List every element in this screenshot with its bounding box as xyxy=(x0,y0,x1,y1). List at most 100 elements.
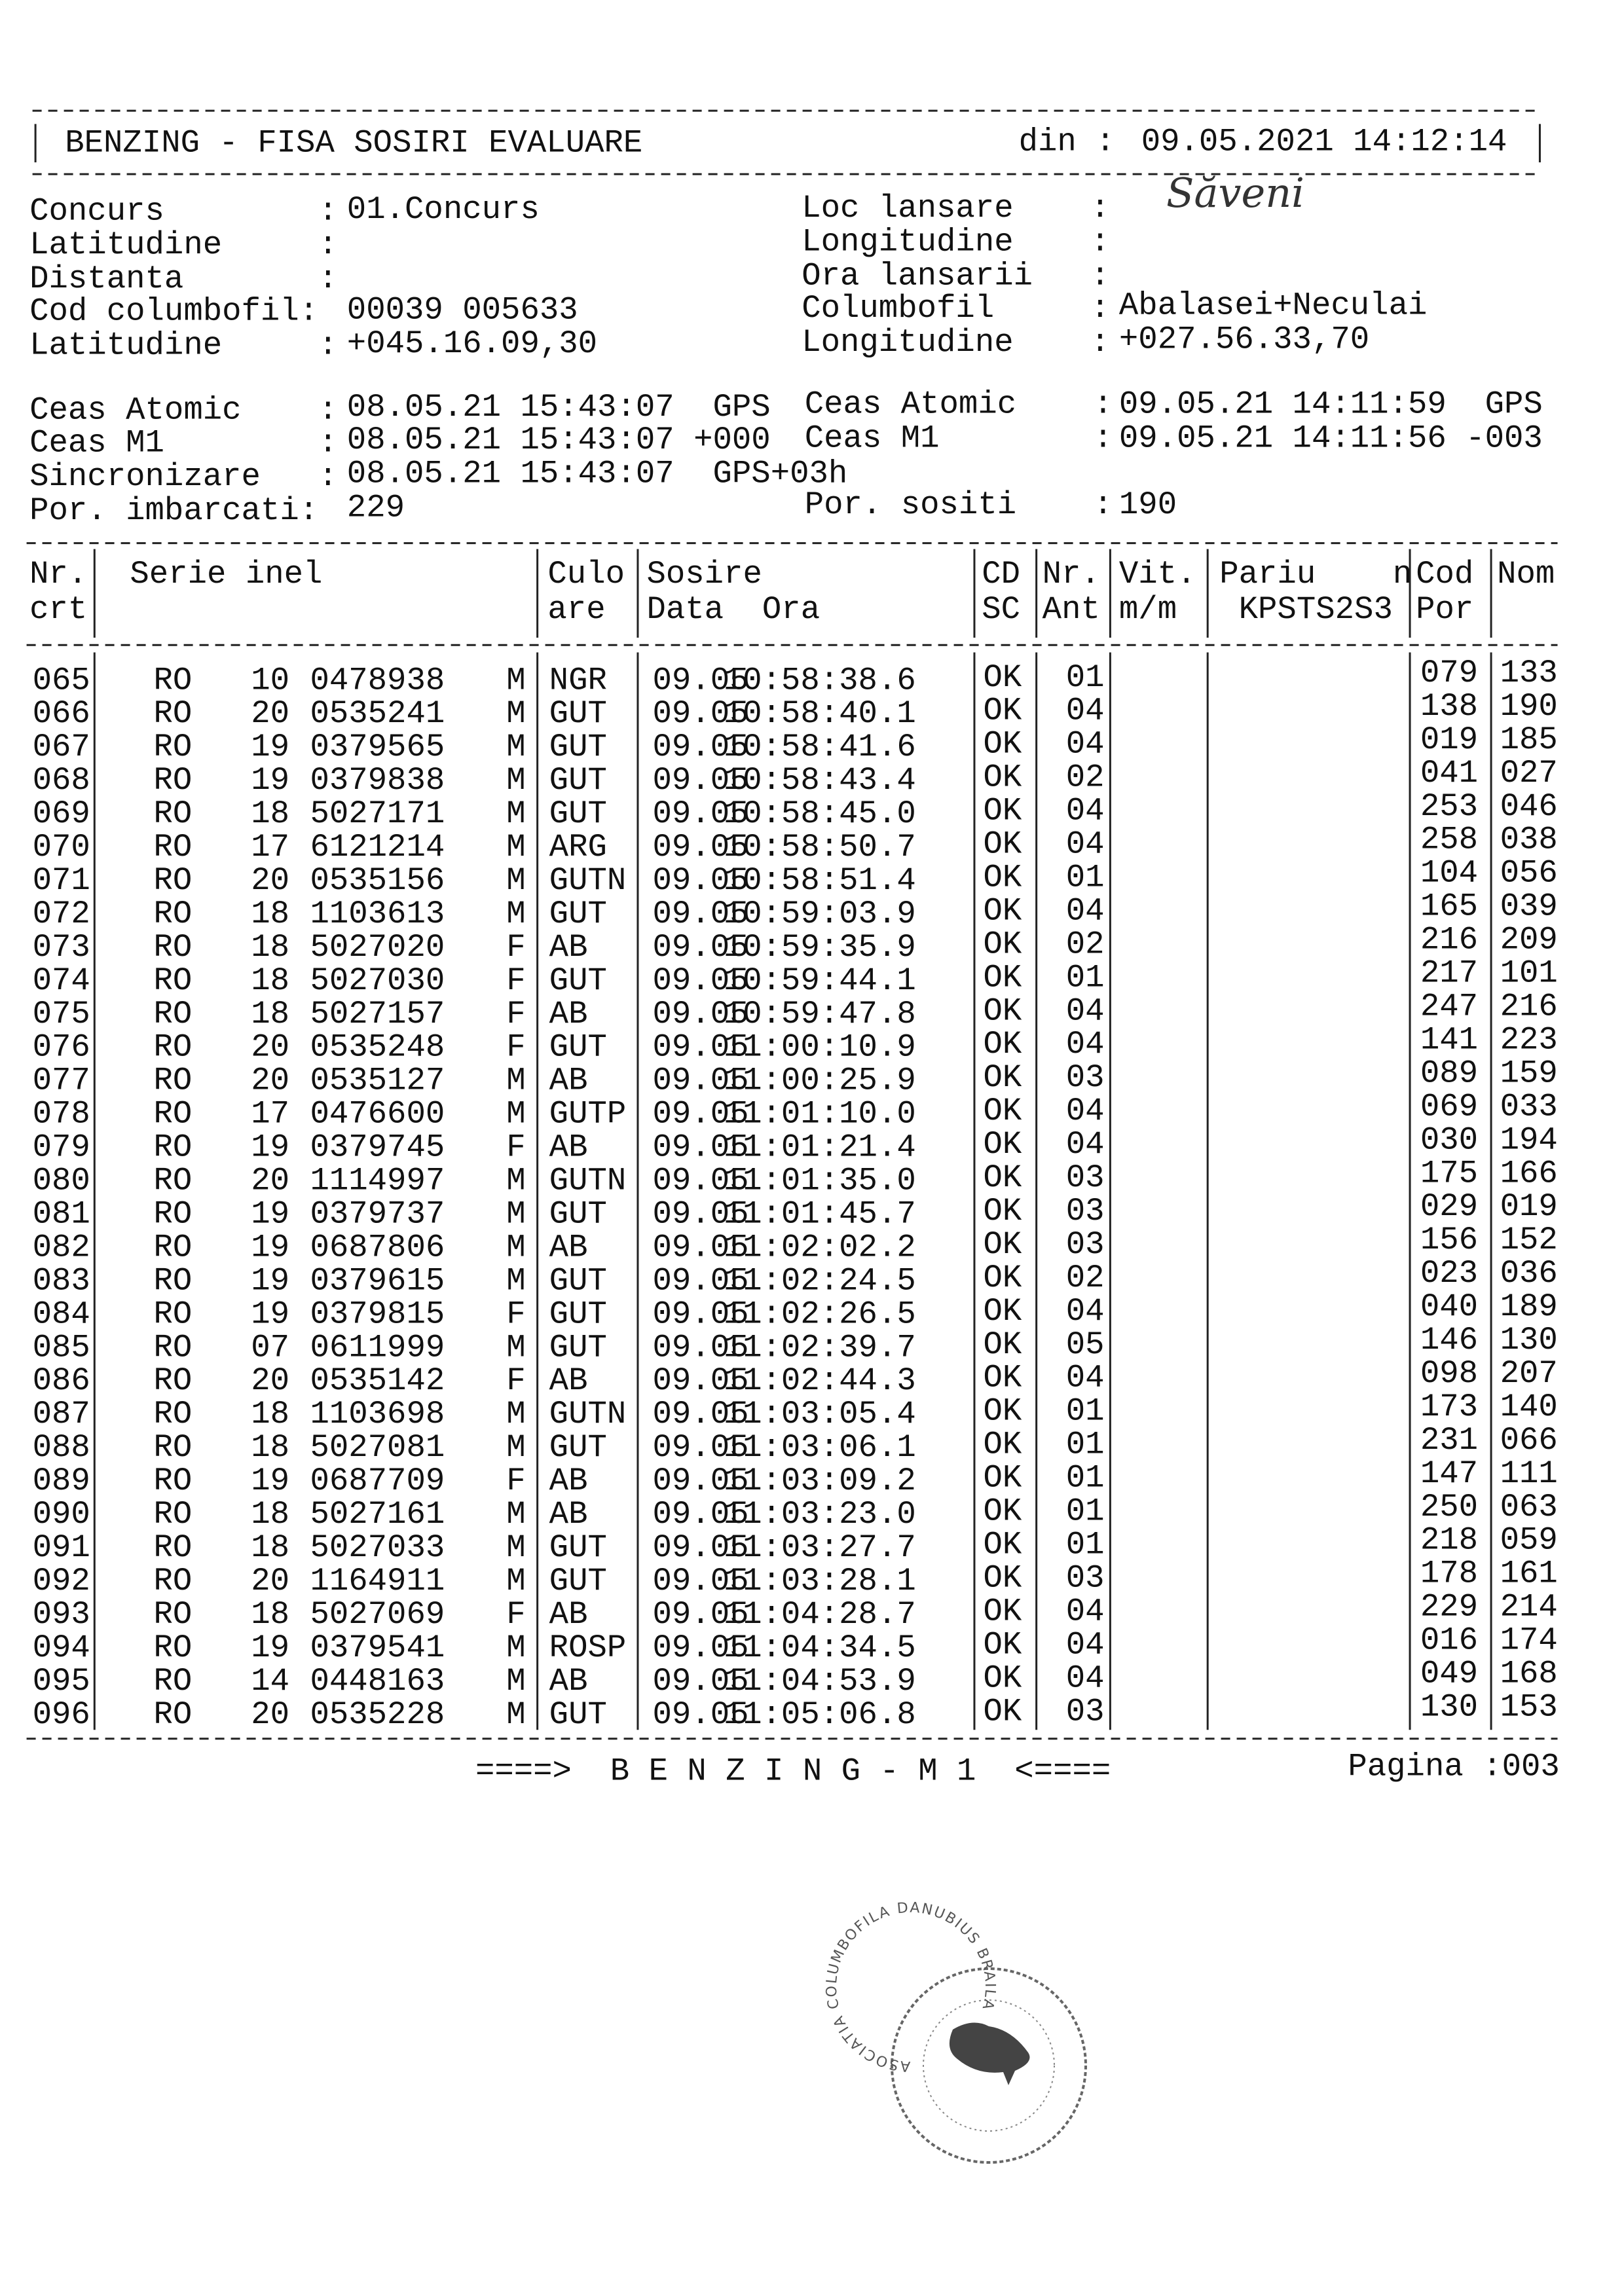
table-cell: 0535228 xyxy=(310,1696,445,1733)
table-cell: 04 xyxy=(1066,1026,1105,1063)
table-cell: 11:04:28.7 xyxy=(724,1596,916,1633)
table-cell: 147 xyxy=(1420,1455,1478,1492)
table-cell: OK xyxy=(983,1559,1022,1596)
column-header: Cod xyxy=(1416,556,1473,592)
column-header: Ant xyxy=(1043,591,1100,628)
table-cell: 029 xyxy=(1420,1188,1478,1225)
table-cell: 10:59:44.1 xyxy=(724,962,916,999)
table-cell: 19 xyxy=(251,1262,289,1299)
clock-value: 08.05.21 15:43:07 GPS xyxy=(347,389,771,426)
table-cell: RO xyxy=(153,862,192,899)
table-cell: OK xyxy=(983,1493,1022,1530)
table-cell: 11:01:35.0 xyxy=(724,1163,916,1199)
table-cell: 10:59:35.9 xyxy=(724,929,916,966)
table-cell: 09.05 xyxy=(652,962,748,999)
table-cell: F xyxy=(506,996,525,1032)
table-cell: 10:58:38.6 xyxy=(724,662,916,699)
table-cell: 152 xyxy=(1500,1222,1558,1258)
table-cell: 04 xyxy=(1066,1360,1105,1396)
column-header: SC xyxy=(982,591,1020,628)
table-cell: OK xyxy=(983,1126,1022,1163)
table-cell: OK xyxy=(983,1193,1022,1230)
column-header: Nom xyxy=(1497,556,1555,592)
field-label: Longitudine : xyxy=(802,224,1109,261)
table-cell: 1103613 xyxy=(310,896,445,932)
table-cell: 09.05 xyxy=(652,1163,748,1199)
table-cell: OK xyxy=(983,693,1022,729)
table-cell: 09.05 xyxy=(652,862,748,899)
table-cell: 09.05 xyxy=(652,1496,748,1533)
table-cell: M xyxy=(506,795,525,832)
table-cell: 038 xyxy=(1500,822,1558,858)
column-header: Sosire xyxy=(646,556,762,592)
table-cell: 253 xyxy=(1420,788,1478,825)
table-cell: 6121214 xyxy=(310,829,445,866)
table-cell: 085 xyxy=(33,1329,90,1366)
field-value: 00039 005633 xyxy=(347,291,578,328)
table-cell: 066 xyxy=(33,695,90,732)
table-cell: 18 xyxy=(251,962,289,999)
table-cell: GUT xyxy=(549,896,607,932)
stamp: ASOCIATIA COLUMBOFILA DANUBIUS BRAILA xyxy=(824,1900,1087,2164)
table-cell: 11:01:10.0 xyxy=(724,1096,916,1133)
table-cell: 1164911 xyxy=(310,1563,445,1599)
table-cell: 05 xyxy=(1066,1326,1105,1363)
table-cell: 091 xyxy=(33,1529,90,1566)
table-cell: F xyxy=(506,1362,525,1399)
table-cell: 250 xyxy=(1420,1489,1478,1525)
table-cell: OK xyxy=(983,892,1022,929)
table-cell: RO xyxy=(153,1063,192,1099)
table-cell: 19 xyxy=(251,762,289,799)
table-cell: 231 xyxy=(1420,1422,1478,1459)
table-cell: 084 xyxy=(33,1296,90,1332)
table-cell: 17 xyxy=(251,1096,289,1133)
table-cell: 111 xyxy=(1500,1455,1558,1492)
field-label: Ora lansarii : xyxy=(802,258,1109,295)
table-cell: GUT xyxy=(549,962,607,999)
table-cell: 20 xyxy=(251,1163,289,1199)
field-value: Abalasei+Neculai xyxy=(1119,287,1427,324)
table-cell: 01 xyxy=(1066,1460,1105,1497)
table-cell: NGR xyxy=(549,662,607,699)
table-cell: AB xyxy=(549,1063,588,1099)
table-cell: RO xyxy=(153,1596,192,1633)
table-cell: 0535127 xyxy=(310,1063,445,1099)
table-cell: 161 xyxy=(1500,1556,1558,1592)
table-cell: RO xyxy=(153,1362,192,1399)
table-cell: OK xyxy=(983,1059,1022,1096)
table-cell: 18 xyxy=(251,1496,289,1533)
table-cell: M xyxy=(506,1429,525,1466)
table-cell: AB xyxy=(549,1463,588,1499)
table-cell: 0379838 xyxy=(310,762,445,799)
table-cell: 11:01:21.4 xyxy=(724,1129,916,1166)
table-cell: 0478938 xyxy=(310,662,445,699)
table-cell: 01 xyxy=(1066,1427,1105,1463)
table-cell: 11:02:44.3 xyxy=(724,1362,916,1399)
table-cell: 0535142 xyxy=(310,1362,445,1399)
table-cell: 11:02:02.2 xyxy=(724,1229,916,1266)
table-cell: GUT xyxy=(549,1029,607,1066)
clock-label: Sincronizare : xyxy=(29,458,337,495)
table-cell: RO xyxy=(153,729,192,765)
table-cell: F xyxy=(506,962,525,999)
table-cell: RO xyxy=(153,896,192,932)
footer-banner: ====> B E N Z I N G - M 1 <==== xyxy=(475,1753,1111,1789)
table-cell: 11:01:45.7 xyxy=(724,1195,916,1232)
table-cell: OK xyxy=(983,793,1022,829)
field-label: Loc lansare : xyxy=(802,190,1109,227)
table-cell: 04 xyxy=(1066,1293,1105,1330)
table-cell: 09.05 xyxy=(652,1129,748,1166)
table-cell: 11:04:34.5 xyxy=(724,1630,916,1666)
table-cell: 095 xyxy=(33,1663,90,1700)
table-cell: OK xyxy=(983,1693,1022,1730)
table-cell: 036 xyxy=(1500,1255,1558,1292)
table-cell: M xyxy=(506,1696,525,1733)
table-cell: OK xyxy=(983,1326,1022,1363)
table-cell: 09.05 xyxy=(652,1563,748,1599)
table-cell: RO xyxy=(153,1296,192,1332)
table-cell: 09.05 xyxy=(652,762,748,799)
table-cell: AB xyxy=(549,1663,588,1700)
table-cell: M xyxy=(506,829,525,866)
table-cell: 02 xyxy=(1066,759,1105,796)
